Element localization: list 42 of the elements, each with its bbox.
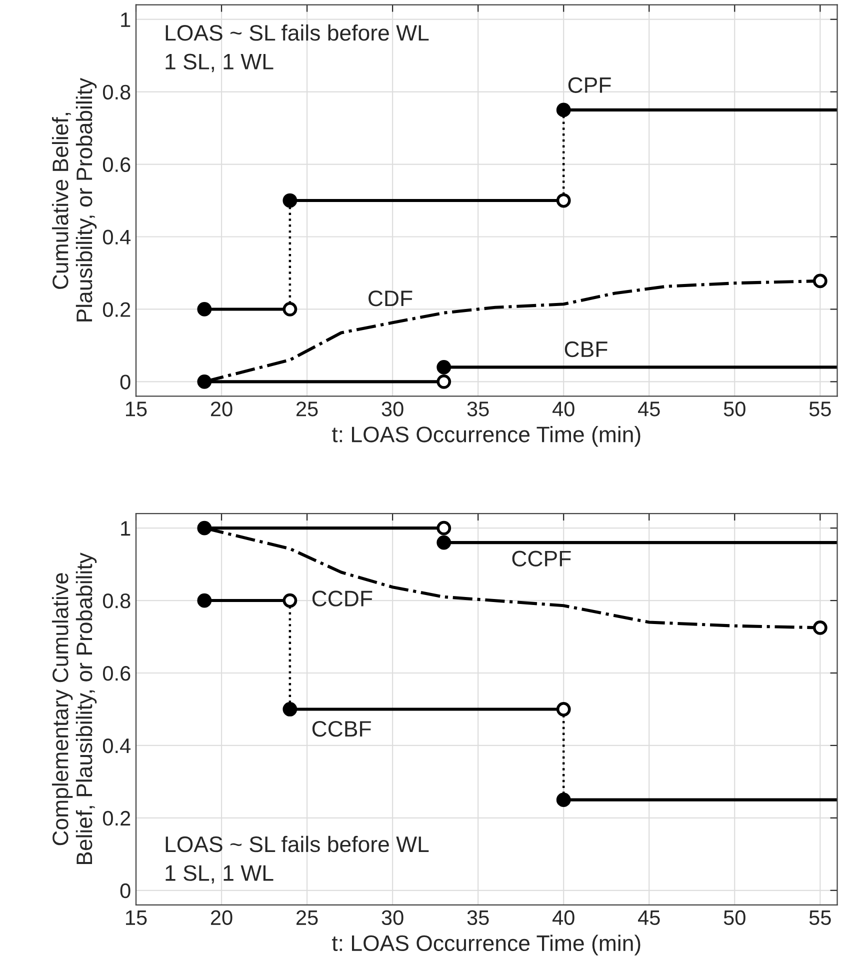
annotation: CCDF	[312, 590, 372, 606]
x-tick-label: 30	[382, 402, 404, 416]
y-axis-title: Cumulative Belief, Plausibility, or Probability	[52, 78, 97, 322]
x-tick-label: 55	[809, 910, 831, 926]
x-tick-label: 55	[809, 402, 831, 416]
x-tick-label: 50	[724, 910, 746, 926]
x-tick-label: 15	[126, 402, 147, 416]
annotation: CDF	[368, 290, 412, 306]
annotation: LOAS ~ SL fails before WL 1 SL, 1 WL	[166, 24, 429, 72]
x-tick-label: 15	[126, 910, 147, 926]
x-axis-title: t: LOAS Occurrence Time (min)	[332, 426, 640, 447]
y-tick-label: 0	[120, 374, 130, 390]
annotation: CCBF	[312, 720, 371, 737]
x-tick-label: 25	[296, 910, 318, 926]
x-tick-label: 40	[552, 402, 574, 416]
y-tick-label: 0.2	[102, 810, 130, 826]
x-axis-title: t: LOAS Occurrence Time (min)	[332, 934, 640, 956]
y-tick-label: 0.8	[102, 84, 130, 100]
annotation: CPF	[568, 77, 611, 94]
annotation: LOAS ~ SL fails before WL 1 SL, 1 WL	[166, 836, 429, 884]
x-tick-label: 50	[724, 402, 746, 416]
x-tick-label: 20	[210, 402, 232, 416]
x-tick-label: 45	[638, 402, 660, 416]
x-tick-label: 25	[296, 402, 318, 416]
y-tick-label: 0.4	[102, 738, 131, 754]
y-tick-label: 0.4	[102, 230, 131, 245]
annotation: CCPF	[512, 550, 571, 566]
y-axis-title: Complementary Cumulative Belief, Plausibility, or Probability	[52, 552, 97, 864]
y-tick-label: 0.6	[102, 666, 130, 681]
y-tick-label: 1	[121, 521, 130, 536]
x-tick-label: 20	[210, 910, 232, 926]
y-tick-label: 1	[121, 12, 130, 27]
x-tick-label: 35	[467, 402, 489, 416]
annotation: CBF	[564, 341, 608, 358]
y-tick-label: 0	[120, 883, 130, 898]
y-tick-label: 0.6	[102, 157, 130, 172]
y-tick-label: 0.8	[102, 594, 130, 608]
y-tick-label: 0.2	[102, 302, 130, 317]
x-tick-label: 40	[552, 910, 574, 926]
x-tick-label: 45	[638, 910, 660, 926]
x-tick-label: 30	[382, 910, 404, 926]
x-tick-label: 35	[467, 910, 489, 926]
